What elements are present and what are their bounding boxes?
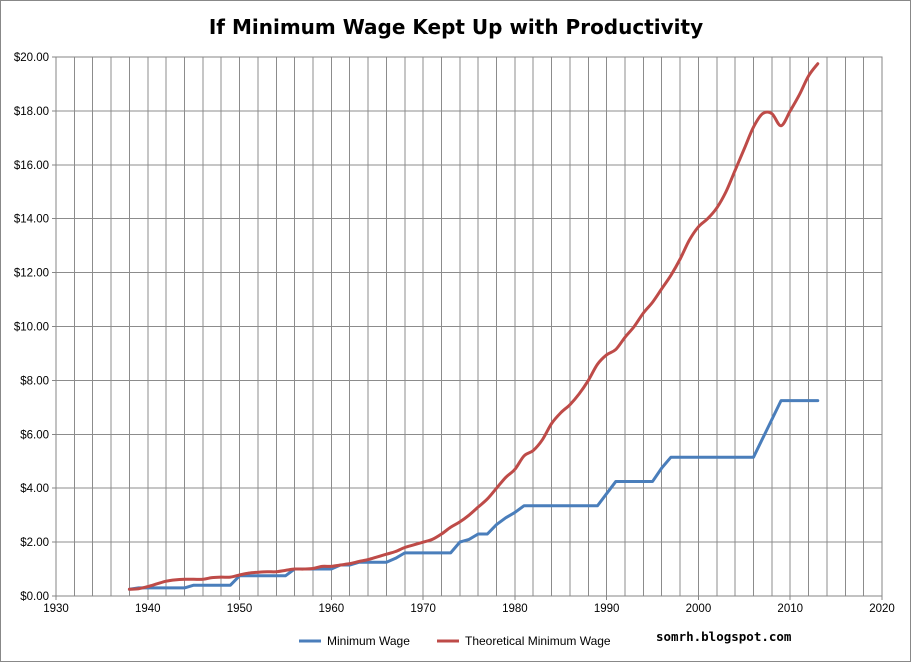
x-tick-label: 1930 [43, 603, 69, 615]
x-tick-label: 1960 [319, 603, 345, 615]
y-tick-label: $12.00 [14, 268, 49, 280]
x-tick-label: 2020 [869, 603, 895, 615]
x-tick-label: 1980 [502, 603, 528, 615]
y-tick-label: $16.00 [14, 160, 49, 172]
y-tick-label: $14.00 [14, 214, 49, 226]
y-tick-label: $20.00 [14, 52, 49, 64]
y-tick-label: $18.00 [14, 106, 49, 118]
y-tick-label: $10.00 [14, 322, 49, 334]
x-tick-label: 1990 [594, 603, 620, 615]
legend: Minimum Wage Theoretical Minimum Wage [299, 634, 611, 648]
legend-label-theoretical-minimum-wage: Theoretical Minimum Wage [465, 634, 611, 648]
x-tick-label: 1970 [410, 603, 436, 615]
x-tick-label: 1940 [135, 603, 161, 615]
legend-label-minimum-wage: Minimum Wage [327, 634, 410, 648]
y-tick-label: $8.00 [20, 375, 49, 387]
series-line-minimum-wage [127, 399, 820, 591]
source-credit: somrh.blogspot.com [656, 629, 792, 644]
y-tick-label: $6.00 [20, 429, 49, 441]
x-tick-label: 1950 [227, 603, 253, 615]
x-tick-label: 2010 [777, 603, 803, 615]
chart-title: If Minimum Wage Kept Up with Productivit… [209, 15, 703, 39]
y-tick-label: $0.00 [20, 591, 49, 603]
y-tick-label: $4.00 [20, 483, 49, 495]
axis-tick-labels: $0.00 $2.00 $4.00 $6.00 $8.00 $10.00 $12.00 $14… [14, 52, 895, 615]
y-tick-label: $2.00 [20, 537, 49, 549]
data-series [127, 62, 820, 591]
series-line-theoretical-minimum-wage [127, 62, 820, 591]
x-tick-label: 2000 [686, 603, 712, 615]
